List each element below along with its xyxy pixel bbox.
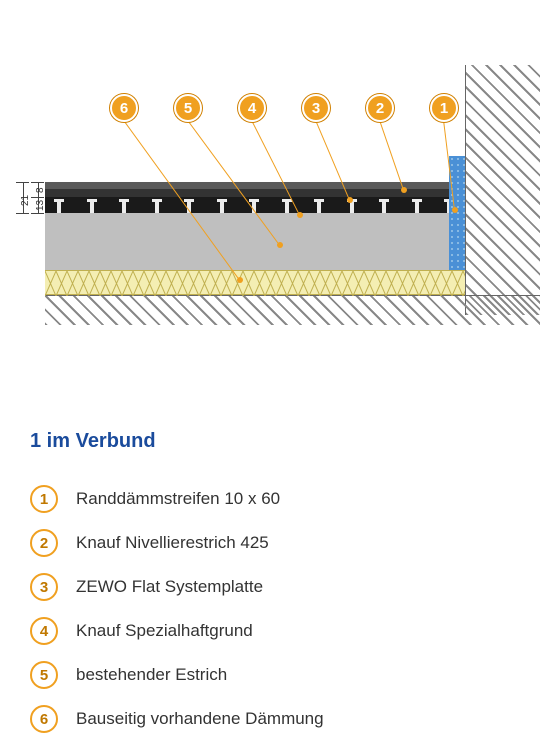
legend-circle-1: 1 (30, 485, 58, 513)
legend-text-1: Randdämmstreifen 10 x 60 (76, 489, 280, 509)
wall-right (465, 65, 540, 315)
dim-label-21: 21 (20, 195, 31, 206)
callout-2: 2 (366, 94, 394, 122)
callout-6: 6 (110, 94, 138, 122)
legend-text-2: Knauf Nivellierestrich 425 (76, 533, 269, 553)
callout-dot (452, 207, 458, 213)
floor-base (45, 295, 540, 325)
callout-dot (237, 277, 243, 283)
legend-item-5: 5 bestehender Estrich (30, 661, 324, 689)
legend-circle-6: 6 (30, 705, 58, 733)
edge-insulation-strip (449, 156, 465, 270)
legend-item-3: 3 ZEWO Flat Systemplatte (30, 573, 324, 601)
cross-section-diagram: 8 13 21 123456 (0, 80, 555, 360)
legend-circle-5: 5 (30, 661, 58, 689)
legend-text-5: bestehender Estrich (76, 665, 227, 685)
legend-text-4: Knauf Spezialhaftgrund (76, 621, 253, 641)
callout-line (379, 120, 404, 190)
diagram-title: 1 im Verbund (30, 430, 156, 453)
callout-dot (297, 212, 303, 218)
callout-4: 4 (238, 94, 266, 122)
callout-3: 3 (302, 94, 330, 122)
legend: 1 Randdämmstreifen 10 x 60 2 Knauf Nivellie… (30, 485, 324, 749)
legend-circle-4: 4 (30, 617, 58, 645)
callout-dot (277, 242, 283, 248)
callout-5: 5 (174, 94, 202, 122)
legend-item-4: 4 Knauf Spezialhaftgrund (30, 617, 324, 645)
legend-text-3: ZEWO Flat Systemplatte (76, 577, 263, 597)
layer-screed (45, 213, 465, 270)
legend-item-1: 1 Randdämmstreifen 10 x 60 (30, 485, 324, 513)
callout-dot (401, 187, 407, 193)
legend-circle-3: 3 (30, 573, 58, 601)
callout-1: 1 (430, 94, 458, 122)
dim-label-13: 13 (35, 200, 46, 211)
legend-item-2: 2 Knauf Nivellierestrich 425 (30, 529, 324, 557)
legend-circle-2: 2 (30, 529, 58, 557)
dim-label-8: 8 (35, 187, 46, 193)
callout-dot (347, 197, 353, 203)
layer-insulation (45, 270, 465, 295)
legend-item-6: 6 Bauseitig vorhandene Dämmung (30, 705, 324, 733)
legend-text-6: Bauseitig vorhandene Dämmung (76, 709, 324, 729)
